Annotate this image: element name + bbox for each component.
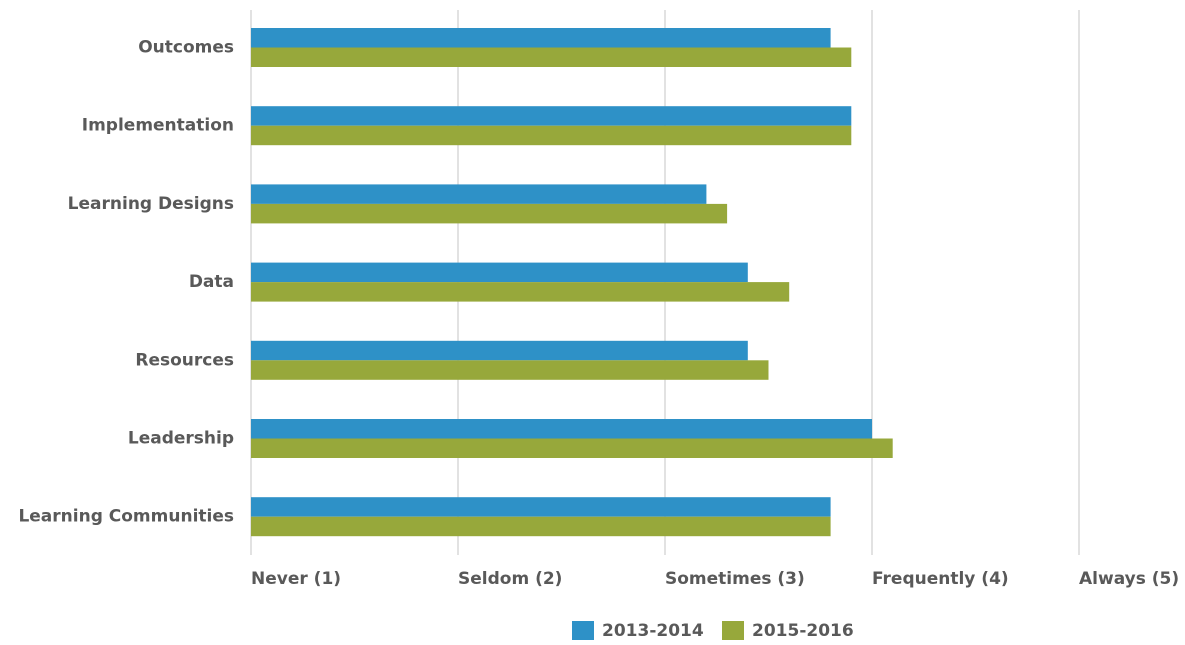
- legend-swatch-1: [722, 621, 744, 640]
- bar-4-series-0: [251, 340, 748, 361]
- bar-0-series-1: [251, 47, 852, 67]
- bar-2-series-1: [251, 203, 728, 224]
- x-tick-label-2: Sometimes (3): [665, 569, 805, 589]
- bars: [251, 28, 893, 537]
- bar-2-series-0: [251, 184, 707, 204]
- bar-3-series-0: [251, 262, 748, 283]
- bar-6-series-0: [251, 497, 831, 517]
- bar-1-series-1: [251, 125, 852, 146]
- category-label-0: Outcomes: [138, 38, 234, 58]
- x-tick-labels: Never (1) Seldom (2) Sometimes (3) Frequent…: [251, 569, 1179, 589]
- category-label-4: Resources: [135, 350, 234, 370]
- x-tick-label-1: Seldom (2): [458, 569, 562, 589]
- legend-swatch-0: [572, 621, 594, 640]
- bar-1-series-0: [251, 106, 852, 126]
- x-tick-label-4: Always (5): [1079, 569, 1179, 589]
- category-label-1: Implementation: [82, 116, 234, 136]
- bar-0-series-0: [251, 28, 831, 48]
- bar-4-series-1: [251, 360, 769, 380]
- bar-6-series-1: [251, 516, 831, 537]
- category-label-2: Learning Designs: [68, 194, 234, 214]
- category-label-6: Learning Communities: [18, 507, 234, 527]
- x-tick-label-3: Frequently (4): [872, 569, 1009, 589]
- category-labels: Outcomes Implementation Learning Designs Da…: [18, 38, 234, 527]
- bar-5-series-1: [251, 438, 893, 458]
- bar-5-series-0: [251, 419, 872, 439]
- x-tick-label-0: Never (1): [251, 569, 341, 589]
- legend-label-0: 2013-2014: [602, 621, 704, 641]
- category-label-3: Data: [189, 272, 234, 292]
- bar-3-series-1: [251, 282, 790, 302]
- category-label-5: Leadership: [128, 429, 234, 449]
- legend: 2013-2014 2015-2016: [572, 621, 854, 641]
- legend-label-1: 2015-2016: [752, 621, 854, 641]
